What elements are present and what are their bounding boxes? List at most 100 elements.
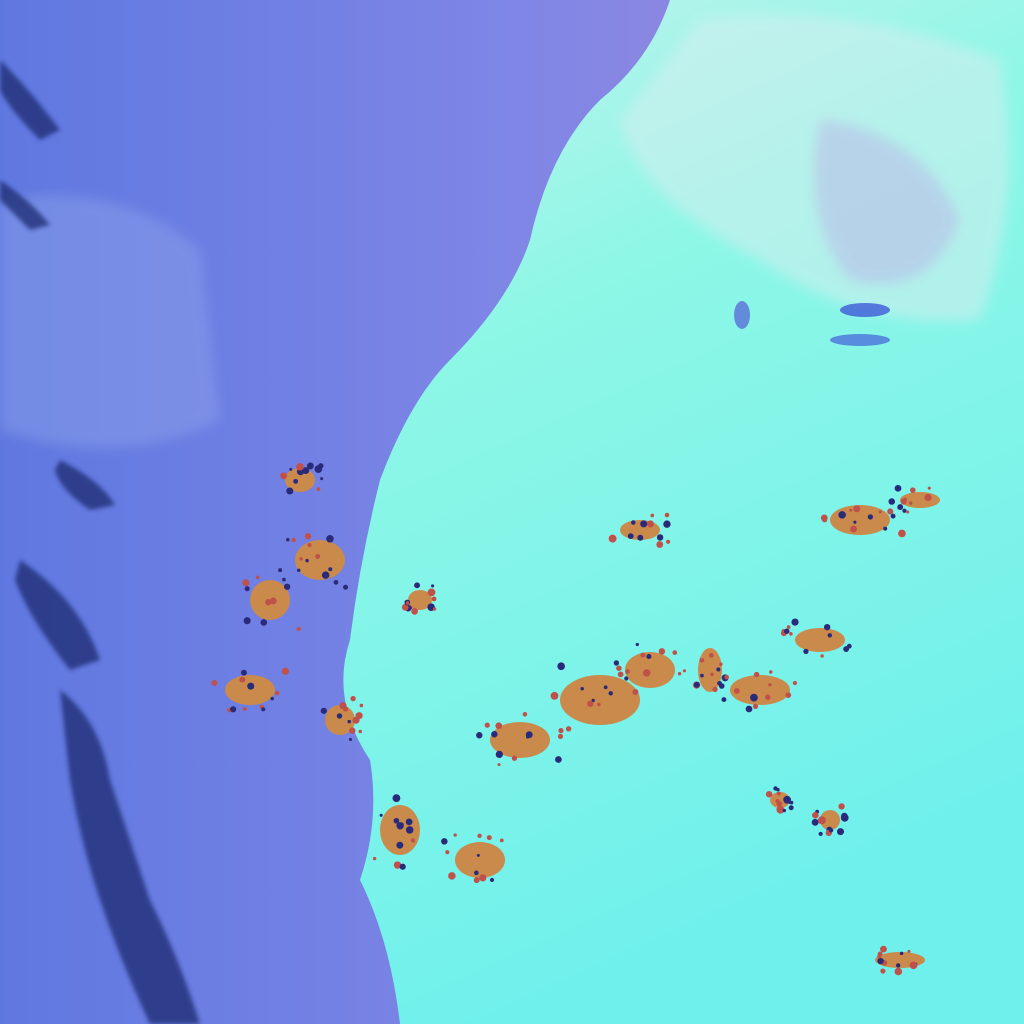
cloud-speck xyxy=(296,626,301,632)
cloud-speck xyxy=(827,633,833,638)
cloud-speck xyxy=(393,817,400,824)
cloud-speck xyxy=(769,670,773,674)
cloud-speck xyxy=(525,735,530,739)
cloud-speck xyxy=(474,870,479,876)
cloud-speck xyxy=(550,691,559,700)
cloud-speck xyxy=(557,733,564,740)
cloud-speck xyxy=(401,603,409,611)
orange-cloud xyxy=(820,810,840,830)
cloud-speck xyxy=(666,539,671,544)
cloud-speck xyxy=(820,654,824,658)
cloud-speck xyxy=(664,512,670,518)
cloud-speck xyxy=(828,828,834,833)
cloud-speck xyxy=(307,542,312,548)
cloud-speck xyxy=(372,856,377,861)
cloud-speck xyxy=(405,826,414,834)
cloud-speck xyxy=(289,467,293,471)
cloud-speck xyxy=(359,703,364,708)
cloud-speck xyxy=(247,682,255,690)
ocean-haze xyxy=(0,195,220,448)
cloud-speck xyxy=(894,484,902,492)
cloud-speck xyxy=(853,520,857,524)
cloud-speck xyxy=(789,800,794,805)
cloud-speck xyxy=(650,513,655,518)
cloud-speck xyxy=(708,653,714,658)
cloud-speck xyxy=(880,945,887,953)
cloud-speck xyxy=(306,462,314,470)
cloud-speck xyxy=(282,577,286,582)
cloud-speck xyxy=(849,508,853,512)
cloud-speck xyxy=(396,841,404,849)
orange-cloud xyxy=(795,628,845,652)
cloud-speck xyxy=(817,816,826,825)
cloud-speck xyxy=(880,968,886,974)
cloud-speck xyxy=(836,828,845,836)
cloud-speck xyxy=(343,584,349,590)
cloud-speck xyxy=(658,648,666,655)
cloud-speck xyxy=(522,711,528,717)
orange-cloud xyxy=(770,792,790,808)
cloud-speck xyxy=(399,863,406,870)
orange-cloud xyxy=(295,540,345,580)
cloud-speck xyxy=(291,537,296,543)
cloud-speck xyxy=(818,831,823,836)
cloud-speck xyxy=(768,683,772,687)
cloud-speck xyxy=(320,707,327,714)
cloud-speck xyxy=(255,575,260,580)
cloud-speck xyxy=(497,763,501,767)
cloud-speck xyxy=(379,813,383,817)
cloud-speck xyxy=(631,520,636,525)
cloud-speck xyxy=(305,558,309,563)
cloud-speck xyxy=(473,877,480,884)
orange-cloud xyxy=(225,675,275,705)
orange-cloud xyxy=(285,468,315,492)
cloud-speck xyxy=(411,608,418,615)
cloud-speck xyxy=(812,811,819,819)
cloud-speck xyxy=(624,676,629,681)
cloud-speck xyxy=(431,584,435,588)
cloud-speck xyxy=(786,625,791,630)
cloud-speck xyxy=(315,554,321,559)
cloud-speck xyxy=(642,669,651,677)
cloud-speck xyxy=(789,632,793,636)
cloud-speck xyxy=(895,963,901,968)
dark-lake xyxy=(840,303,890,317)
cloud-speck xyxy=(336,713,343,719)
cloud-speck xyxy=(646,520,654,528)
cloud-speck xyxy=(773,786,778,791)
cloud-speck xyxy=(898,529,906,538)
cloud-speck xyxy=(820,514,828,522)
cloud-speck xyxy=(270,696,274,701)
cloud-speck xyxy=(280,472,288,480)
orange-cloud-clusters xyxy=(211,462,940,976)
cloud-speck xyxy=(899,951,904,956)
cloud-speck xyxy=(511,755,518,761)
cloud-speck xyxy=(608,534,617,543)
cloud-speck xyxy=(853,505,861,513)
cloud-speck xyxy=(260,619,268,626)
cloud-speck xyxy=(414,582,421,589)
cloud-speck xyxy=(840,813,849,822)
cloud-speck xyxy=(347,719,351,724)
dark-lake xyxy=(734,301,750,329)
orange-cloud xyxy=(560,675,640,725)
cloud-speck xyxy=(587,700,594,707)
cloud-speck xyxy=(491,731,498,738)
cloud-speck xyxy=(792,680,798,686)
cloud-speck xyxy=(405,818,413,826)
cloud-speck xyxy=(355,712,363,720)
cloud-speck xyxy=(924,493,932,502)
cloud-speck xyxy=(448,872,456,880)
cloud-speck xyxy=(677,671,682,676)
cloud-speck xyxy=(269,597,277,605)
cloud-speck xyxy=(479,874,487,882)
cloud-speck xyxy=(902,508,907,513)
cloud-speck xyxy=(316,487,321,491)
cloud-speck xyxy=(632,689,639,696)
cloud-speck xyxy=(712,686,718,693)
cloud-speck xyxy=(656,541,664,548)
cloud-speck xyxy=(765,694,771,700)
cloud-speck xyxy=(640,520,648,528)
cloud-speck xyxy=(752,703,759,709)
